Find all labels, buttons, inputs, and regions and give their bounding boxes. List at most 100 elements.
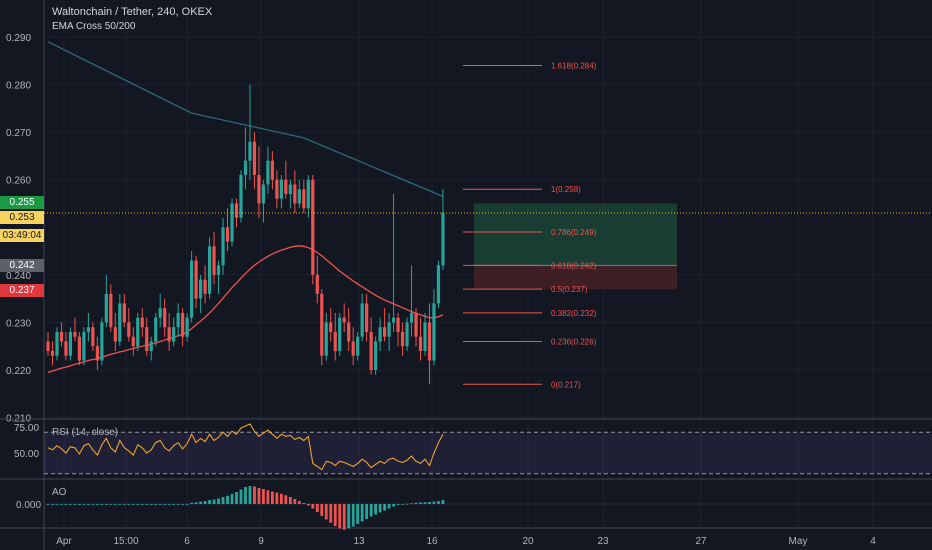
- fib-level-label: 0.618(0.242): [551, 261, 597, 270]
- ao-bar: [51, 504, 54, 505]
- candle-body: [185, 317, 189, 337]
- candle-body: [356, 336, 360, 356]
- ao-bar: [392, 504, 395, 507]
- ao-bar: [333, 504, 337, 526]
- x-tick-label: 6: [184, 536, 190, 547]
- ao-bar: [257, 488, 261, 504]
- ao-bar: [401, 504, 404, 505]
- ao-bar: [69, 504, 72, 505]
- fib-level-label: 0.786(0.249): [551, 228, 597, 237]
- candle-body: [423, 322, 427, 351]
- ao-bar: [369, 504, 373, 517]
- ao-bar: [356, 504, 360, 524]
- ao-bar: [212, 499, 216, 504]
- ao-bar: [262, 489, 265, 504]
- y-tick-label: 0.240: [6, 271, 31, 282]
- price-tag-mid: 0.242: [0, 259, 44, 272]
- candle-body: [302, 189, 306, 209]
- candle-body: [221, 227, 225, 266]
- candle-body: [234, 203, 239, 218]
- candle-body: [104, 293, 108, 323]
- rsi-label: RSI (14, close): [52, 427, 119, 438]
- candle-body: [324, 322, 328, 356]
- ao-bar: [419, 502, 422, 504]
- ao-bar: [226, 495, 229, 504]
- candle-body: [136, 317, 140, 347]
- candle-body: [77, 336, 82, 361]
- candle-body: [315, 274, 319, 294]
- candle-body: [55, 331, 59, 356]
- candle-body: [145, 327, 149, 351]
- candle-body: [365, 303, 369, 332]
- ao-bar: [293, 499, 297, 504]
- ao-bar: [203, 501, 207, 504]
- ao-bar: [347, 504, 351, 529]
- candle-body: [149, 341, 153, 351]
- candle-body: [293, 184, 297, 204]
- candle-body: [360, 303, 364, 337]
- candle-body: [311, 179, 315, 275]
- ao-bar: [302, 503, 306, 504]
- x-tick-label: 16: [426, 536, 438, 547]
- candle-body: [351, 341, 355, 356]
- ao-bar: [288, 497, 292, 504]
- candle-body: [414, 312, 418, 337]
- candle-body: [154, 317, 158, 342]
- ao-bar: [100, 504, 104, 505]
- ao-bar: [324, 504, 328, 520]
- price-tag-low: 0.237: [0, 284, 44, 297]
- candle-body: [243, 160, 248, 175]
- ao-tick-label: 0.000: [16, 500, 41, 511]
- chart-title: Waltonchain / Tether, 240, OKEX: [52, 6, 213, 18]
- candle-body: [391, 317, 396, 323]
- candle-body: [46, 341, 50, 351]
- fib-level-label: 0.236(0.226): [551, 337, 597, 346]
- rsi-tick-label: 50.00: [14, 449, 39, 460]
- indicator-label: EMA Cross 50/200: [52, 21, 136, 32]
- candle-body: [252, 141, 257, 175]
- candle-body: [270, 160, 274, 180]
- fib-level-label: 0.382(0.232): [551, 309, 597, 318]
- ao-bar: [410, 503, 413, 505]
- candle-body: [374, 341, 378, 370]
- ao-bar: [122, 504, 126, 505]
- ao-bar: [230, 494, 234, 504]
- candle-body: [194, 260, 198, 299]
- candle-body: [73, 331, 77, 337]
- ao-bar: [46, 504, 50, 505]
- ao-bar: [194, 502, 198, 504]
- candle-body: [82, 331, 86, 361]
- x-tick-label: Apr: [56, 536, 72, 547]
- candle-body: [167, 327, 171, 342]
- ao-label: AO: [52, 487, 67, 498]
- rsi-line: [47, 423, 444, 471]
- candle-body: [198, 279, 203, 299]
- ao-bar: [441, 500, 445, 504]
- candle-body: [113, 327, 117, 342]
- x-tick-label: May: [789, 536, 808, 547]
- candle-body: [396, 317, 400, 332]
- y-tick-label: 0.260: [6, 176, 31, 187]
- ao-bar: [172, 504, 176, 505]
- ao-bar: [271, 491, 274, 504]
- ao-bar: [235, 492, 238, 504]
- candle-body: [239, 174, 243, 218]
- ao-bar: [311, 504, 315, 509]
- candle-body: [172, 327, 176, 342]
- price-tag-high: 0.255: [0, 196, 44, 209]
- candle-body: [369, 331, 373, 370]
- position-loss-zone: [474, 265, 677, 290]
- ao-bar: [329, 504, 333, 523]
- ao-bar: [60, 504, 63, 505]
- rsi-band: [44, 432, 932, 474]
- candle-body: [400, 331, 405, 347]
- candle-body: [333, 331, 337, 351]
- ao-bar: [320, 504, 324, 516]
- ao-bar: [315, 504, 319, 512]
- x-tick-label: 13: [353, 536, 365, 547]
- ao-bar: [239, 489, 243, 504]
- ao-bar: [91, 504, 95, 505]
- ema-fast-line: [47, 245, 444, 374]
- candle-body: [50, 350, 55, 356]
